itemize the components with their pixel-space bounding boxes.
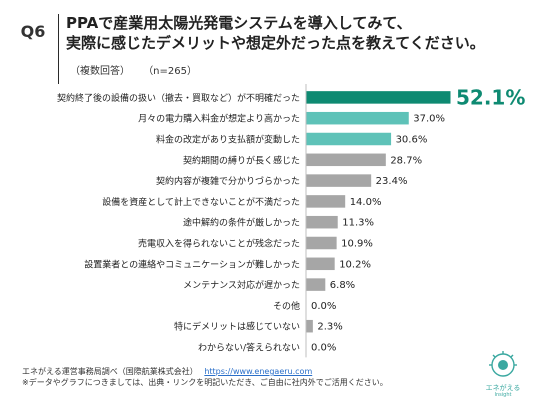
header-divider: [58, 14, 59, 84]
logo-name: エネがえる: [485, 384, 521, 392]
bar: [306, 91, 451, 104]
category-label: 売電収入を得られないことが残念だった: [138, 238, 300, 250]
category-label: 契約内容が複雑で分かりづらかった: [156, 175, 300, 187]
category-label: 月々の電力購入料金が想定より高かった: [138, 113, 300, 125]
value-label: 30.6%: [396, 135, 428, 146]
category-label: 設置業者との連絡やコミュニケーションが難しかった: [84, 258, 300, 270]
value-label: 23.4%: [376, 176, 408, 187]
category-label: 料金の改定があり支払額が変動した: [156, 134, 300, 146]
value-label: 10.9%: [341, 239, 373, 250]
value-label: 0.0%: [311, 301, 336, 312]
chart-title: PPAで産業用太陽光発電システムを導入してみて、 実際に感じたデメリットや想定外…: [66, 13, 526, 53]
logo-sub: Insight: [494, 392, 512, 398]
survey-note: （複数回答） （n=265）: [70, 62, 207, 77]
value-label: 2.3%: [317, 322, 342, 333]
usage-note: ※データやグラフにつきましては、出典・リンクを明記いただき、ご自由に社内外でご活…: [22, 378, 388, 387]
value-label: 6.8%: [330, 280, 355, 291]
bar: [306, 195, 346, 208]
value-label: 37.0%: [413, 114, 445, 125]
bar: [306, 257, 335, 271]
bar: [306, 153, 386, 167]
bar: [306, 111, 409, 125]
value-label: 10.2%: [339, 259, 371, 270]
value-label: 11.3%: [342, 218, 374, 229]
source-text: エネがえる運営事務局調べ（国際航業株式会社）: [22, 367, 198, 376]
category-label: 契約期間の縛りが長く感じた: [183, 154, 300, 166]
bar-chart: 契約終了後の設備の扱い（撤去・買取など）が不明確だった 52.1% 月々の電力購入料…: [57, 84, 525, 358]
value-label: 28.7%: [390, 155, 422, 166]
value-label: 52.1%: [456, 85, 525, 109]
source-link[interactable]: https://www.enegaeru.com: [204, 367, 313, 376]
logo-icon: [489, 351, 517, 377]
title-line-1: PPAで産業用太陽光発電システムを導入してみて、: [66, 14, 412, 32]
bar: [306, 215, 338, 229]
bar: [306, 236, 337, 250]
sample-size-note: （n=265）: [143, 66, 197, 77]
bar: [306, 132, 392, 146]
category-label: 設備を資産として計上できないことが不満だった: [102, 196, 300, 208]
category-label: その他: [273, 300, 300, 312]
value-label: 14.0%: [350, 197, 382, 208]
bar: [306, 174, 372, 187]
category-label: 途中解約の条件が厳しかった: [183, 217, 300, 229]
footer: エネがえる運営事務局調べ（国際航業株式会社） https://www.enega…: [22, 366, 388, 388]
bar: [306, 278, 326, 291]
category-label: メンテナンス対応が遅かった: [183, 279, 300, 291]
bar: [306, 319, 313, 333]
title-line-2: 実際に感じたデメリットや想定外だった点を教えてください。: [66, 34, 485, 52]
value-label: 0.0%: [311, 343, 336, 354]
category-label: 特にデメリットは感じていない: [174, 321, 300, 333]
category-label: 契約終了後の設備の扱い（撤去・買取など）が不明確だった: [57, 92, 300, 104]
category-label: わからない/答えられない: [198, 342, 300, 354]
question-number: Q6: [20, 22, 46, 41]
enegaeru-logo: エネがえる Insight: [480, 350, 526, 398]
multiple-answer-note: （複数回答）: [70, 66, 130, 77]
